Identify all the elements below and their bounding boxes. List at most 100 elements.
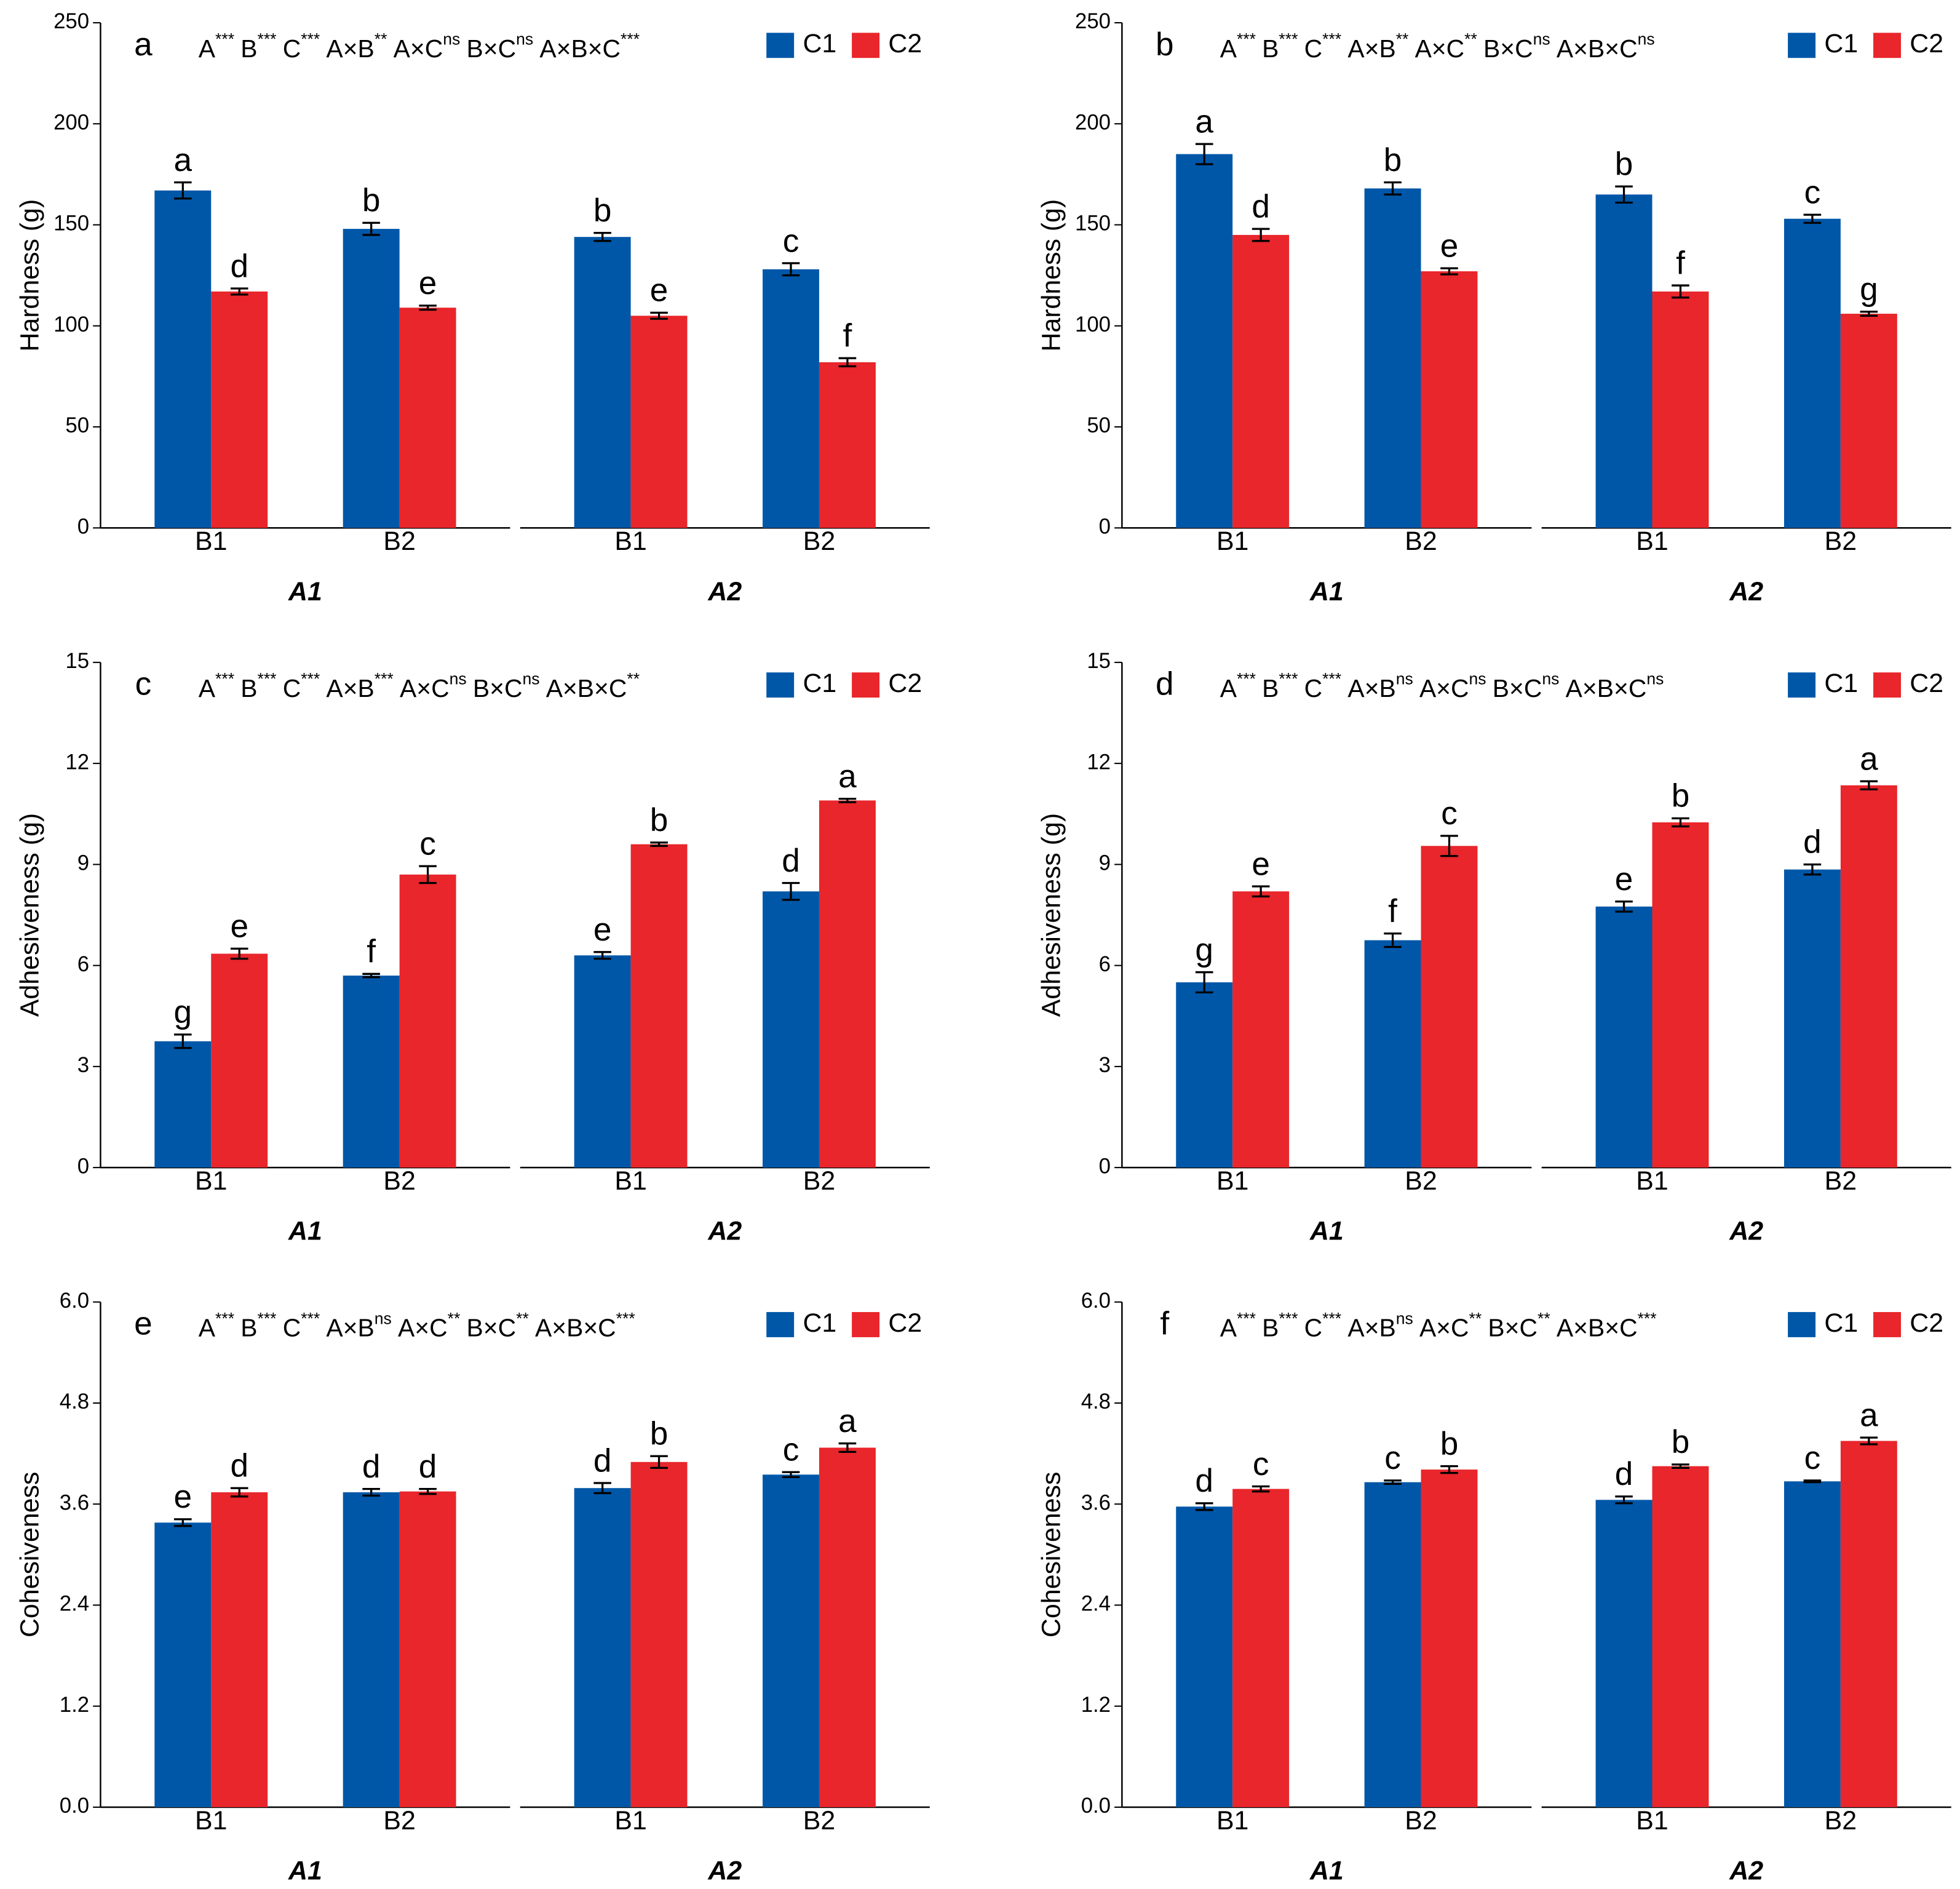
significance-letter: g	[174, 994, 192, 1030]
legend-label: C1	[803, 669, 836, 698]
significance-letter: e	[419, 265, 437, 301]
legend-label: C1	[1824, 29, 1858, 58]
bar	[1783, 869, 1841, 1168]
bar	[574, 237, 631, 528]
effect-sig: **	[448, 1309, 461, 1327]
y-tick-label: 50	[1087, 414, 1111, 437]
significance-letter: a	[1860, 741, 1878, 777]
effect-sig: **	[1469, 1309, 1482, 1327]
effect-sig: ***	[215, 1309, 234, 1327]
x-tick-label: B1	[1636, 527, 1668, 556]
effect-sig: ***	[375, 669, 394, 688]
bar	[1232, 891, 1290, 1168]
effect-sig: ***	[258, 30, 277, 49]
effect-term: A	[1220, 674, 1237, 702]
effect-sig: **	[375, 30, 387, 49]
effect-term: A×B	[326, 674, 374, 702]
bar	[1176, 982, 1233, 1168]
bar	[1652, 822, 1709, 1168]
effect-sig: ***	[1638, 1309, 1657, 1327]
y-tick-label: 150	[1075, 212, 1111, 236]
y-tick-label: 3.6	[1081, 1491, 1111, 1514]
panel-label: c	[135, 666, 152, 702]
bar	[211, 291, 268, 528]
significance-letter: g	[1860, 271, 1878, 308]
effect-term: C	[1304, 674, 1323, 702]
significance-letter: e	[650, 272, 669, 309]
y-tick-label: 200	[1075, 111, 1111, 134]
bar	[154, 190, 212, 528]
y-tick-label: 100	[1075, 313, 1111, 336]
effect-term: A	[1220, 1313, 1237, 1342]
legend-swatch	[766, 33, 795, 58]
effect-term: B×C	[1483, 34, 1533, 63]
significance-letter: d	[782, 843, 800, 879]
effect-term: B	[240, 1313, 257, 1342]
effect-term: A×B×C	[1566, 674, 1647, 702]
effect-sig: ns	[443, 30, 460, 49]
bar	[1364, 940, 1421, 1168]
effect-sig: ***	[301, 30, 320, 49]
facet-label: A1	[1309, 1856, 1344, 1886]
effect-term: A	[199, 1313, 216, 1342]
bar	[763, 1474, 819, 1807]
legend-label: C2	[1910, 669, 1943, 698]
facet-label: A2	[707, 1856, 742, 1886]
y-tick-label: 200	[54, 111, 89, 134]
effect-term: C	[1304, 1313, 1323, 1342]
bar	[211, 1492, 268, 1807]
y-tick-label: 250	[54, 10, 89, 33]
y-axis-label: Cohesiveness	[1036, 1472, 1066, 1637]
y-tick-label: 6	[77, 953, 89, 976]
significance-letter: d	[419, 1449, 437, 1485]
effect-sig: ***	[1237, 30, 1256, 49]
x-tick-label: B2	[803, 1166, 835, 1196]
effect-term: A	[199, 674, 216, 702]
effect-sig: ns	[516, 30, 533, 49]
effect-sig: **	[516, 1309, 529, 1327]
significance-letter: c	[419, 825, 436, 862]
effects: A*** B*** C*** A×B** A×Cns B×Cns A×B×C***	[199, 30, 640, 63]
effect-sig: ***	[215, 669, 234, 688]
facet-label: A2	[707, 1217, 742, 1246]
legend-label: C2	[888, 669, 922, 698]
significance-letter: a	[1195, 103, 1213, 140]
effect-sig: ***	[258, 1309, 277, 1327]
y-tick-label: 9	[77, 852, 89, 875]
significance-letter: d	[1615, 1456, 1633, 1492]
effect-term: B×C	[473, 674, 523, 702]
significance-letter: e	[1615, 861, 1633, 897]
effect-sig: ns	[1638, 30, 1655, 49]
y-tick-label: 250	[1075, 10, 1111, 33]
y-tick-label: 6	[1099, 953, 1111, 976]
facet-label: A1	[1309, 1217, 1344, 1246]
effect-term: A×C	[394, 34, 443, 63]
x-tick-label: B2	[1405, 1166, 1437, 1196]
significance-letter: d	[1803, 824, 1822, 861]
bar	[1421, 1469, 1478, 1807]
legend-label: C2	[1910, 29, 1943, 58]
x-tick-label: B2	[1825, 1166, 1857, 1196]
effect-term: B	[240, 34, 257, 63]
bar	[1840, 314, 1897, 528]
significance-letter: b	[650, 802, 669, 838]
y-tick-label: 3	[1099, 1054, 1111, 1077]
legend-swatch	[1873, 33, 1901, 58]
effects: A*** B*** C*** A×Bns A×C** B×C** A×B×C***	[199, 1309, 635, 1342]
bar	[343, 976, 400, 1168]
y-axis-label: Adhesiveness (g)	[15, 813, 44, 1017]
legend-swatch	[1788, 1312, 1816, 1337]
legend-swatch	[1873, 1312, 1901, 1337]
effect-sig: ns	[1396, 1309, 1413, 1327]
bar	[574, 1488, 631, 1807]
y-tick-label: 3	[77, 1054, 89, 1077]
effect-sig: **	[627, 669, 640, 688]
facet-label: A2	[1729, 1217, 1763, 1246]
significance-letter: c	[1441, 795, 1458, 832]
bar	[1364, 188, 1421, 528]
effect-term: B	[1262, 1313, 1279, 1342]
y-tick-label: 12	[65, 750, 89, 774]
significance-letter: f	[1676, 245, 1685, 281]
effect-sig: ns	[1542, 669, 1559, 688]
bar	[1364, 1482, 1421, 1807]
